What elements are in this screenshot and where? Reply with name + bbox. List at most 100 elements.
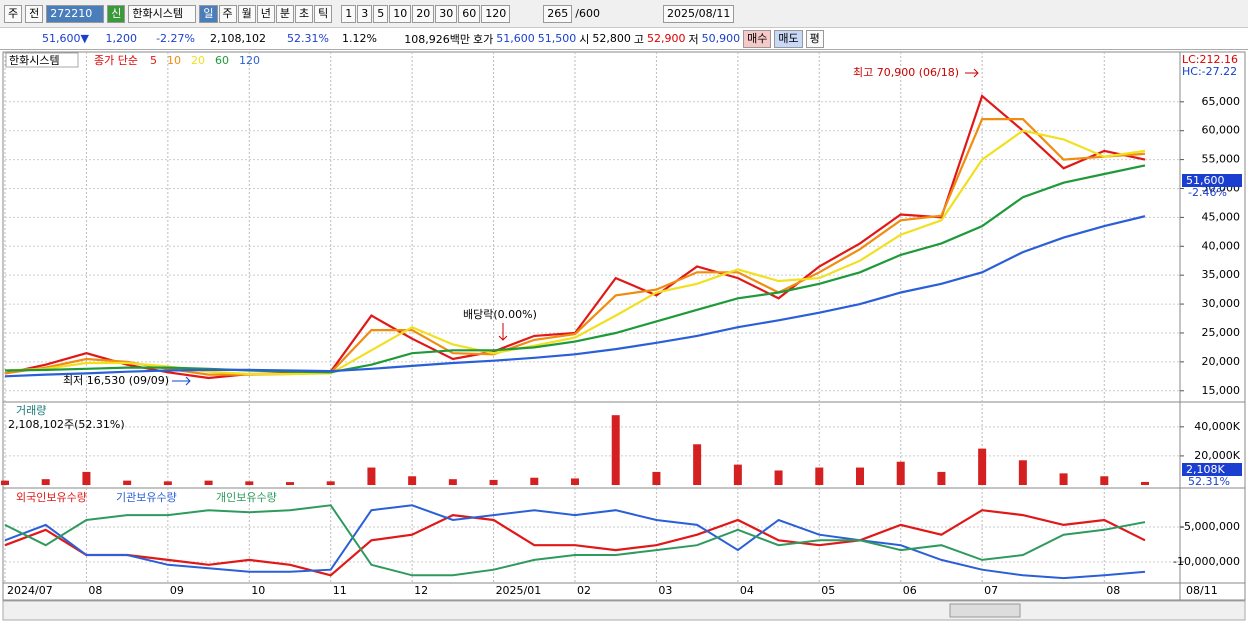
volume: 2,108,102 bbox=[210, 32, 266, 45]
x-tick-label: 08 bbox=[1106, 584, 1120, 597]
volume-bar bbox=[815, 467, 824, 485]
last-volume-box bbox=[1182, 463, 1242, 476]
x-tick-label: 04 bbox=[740, 584, 754, 597]
volume-bar bbox=[1100, 476, 1109, 485]
x-tick-label: 09 bbox=[170, 584, 184, 597]
x-tick-label: 08 bbox=[88, 584, 102, 597]
date-input[interactable]: 2025/08/11 bbox=[662, 4, 735, 23]
volume-bar bbox=[611, 415, 620, 485]
open-label: 시 bbox=[579, 32, 590, 46]
period-button[interactable]: 주 bbox=[4, 4, 23, 23]
volume-bar bbox=[652, 471, 661, 485]
step-button[interactable]: 60 bbox=[458, 4, 481, 23]
amount: 108,926백만 bbox=[404, 32, 470, 46]
chart-title: 한화시스템 bbox=[9, 54, 60, 67]
legend-prefix: 종가 단순 bbox=[94, 54, 138, 67]
step-button[interactable]: 30 bbox=[435, 4, 458, 23]
series-line bbox=[4, 504, 1146, 580]
volume-bar bbox=[978, 448, 987, 485]
step-button[interactable]: 120 bbox=[481, 4, 511, 23]
count[interactable]: 265 bbox=[543, 4, 573, 23]
buy-button[interactable]: 매수 bbox=[743, 29, 772, 48]
annotation: 배당락(0.00%) bbox=[463, 308, 537, 321]
interval-button[interactable]: 년 bbox=[256, 4, 275, 23]
step-button[interactable]: 5 bbox=[373, 4, 389, 23]
interval-button[interactable]: 분 bbox=[275, 4, 294, 23]
interval-button[interactable]: 틱 bbox=[314, 4, 333, 23]
legend-entry: 외국인보유수량 bbox=[16, 491, 87, 504]
y-tick-label: 20,000K bbox=[1194, 449, 1240, 462]
legend-entry: 20 bbox=[191, 54, 205, 67]
volume-bar bbox=[896, 461, 905, 485]
open: 52,800 bbox=[592, 32, 631, 45]
annotation: 최저 16,530 (09/09) bbox=[63, 374, 169, 387]
pane-subtitle: 2,108,102주(52.31%) bbox=[8, 418, 125, 431]
prev-button[interactable]: 전 bbox=[25, 4, 44, 23]
x-tick-label: 12 bbox=[414, 584, 428, 597]
high-label: 고 bbox=[633, 32, 644, 46]
y-tick-label: 55,000 bbox=[1202, 153, 1241, 166]
frame bbox=[2, 51, 1246, 601]
volume-bar bbox=[733, 464, 742, 485]
interval-button[interactable]: 주 bbox=[218, 4, 237, 23]
last-volume: 2,108K bbox=[1186, 463, 1225, 476]
series-line bbox=[4, 509, 1146, 577]
last-price: 51,600 bbox=[1186, 174, 1225, 187]
avg-button[interactable]: 평 bbox=[805, 29, 824, 48]
volume-bar bbox=[123, 480, 132, 485]
last-change: -2.46% bbox=[1188, 186, 1227, 199]
volume-bar bbox=[571, 478, 579, 485]
legend-entry: 60 bbox=[215, 54, 229, 67]
x-tick-label: 07 bbox=[984, 584, 998, 597]
y-tick-label: 30,000 bbox=[1202, 297, 1241, 310]
y-tick-label: 40,000K bbox=[1194, 420, 1240, 433]
scrollbar[interactable] bbox=[2, 600, 1246, 621]
step-button[interactable]: 1 bbox=[341, 4, 357, 23]
volume-bar bbox=[326, 481, 335, 485]
right-label: HC:-27.22 bbox=[1182, 65, 1237, 78]
turnover: 1.12% bbox=[342, 32, 377, 45]
y-tick-label: 20,000 bbox=[1202, 355, 1241, 368]
low-label: 저 bbox=[688, 32, 699, 46]
y-tick-label: 65,000 bbox=[1202, 95, 1241, 108]
y-tick-label: 35,000 bbox=[1202, 268, 1241, 281]
annotation: 최고 70,900 (06/18) bbox=[853, 66, 959, 79]
step-button[interactable]: 20 bbox=[412, 4, 435, 23]
legend-entry: 10 bbox=[167, 54, 181, 67]
x-tick-label: 10 bbox=[251, 584, 265, 597]
x-tick-label: 03 bbox=[658, 584, 672, 597]
scroll-thumb[interactable] bbox=[949, 603, 1021, 618]
step-button[interactable]: 3 bbox=[357, 4, 373, 23]
interval-button[interactable]: 월 bbox=[237, 4, 256, 23]
legend-entry: 5 bbox=[150, 54, 157, 67]
volume-bar bbox=[693, 444, 702, 485]
code-input[interactable]: 272210 bbox=[46, 4, 105, 23]
low: 50,900 bbox=[701, 32, 741, 45]
volume-bar bbox=[448, 479, 457, 485]
last-volume-ratio: 52.31% bbox=[1188, 475, 1230, 488]
volume-bar bbox=[856, 467, 864, 485]
legend-box bbox=[5, 52, 79, 68]
series-line bbox=[4, 164, 1146, 374]
interval-button[interactable]: 초 bbox=[295, 4, 314, 23]
x-end-label: 08/11 bbox=[1186, 584, 1218, 597]
series-line bbox=[4, 215, 1146, 378]
annotation-arrow bbox=[965, 68, 979, 78]
sell-button[interactable]: 매도 bbox=[774, 29, 803, 48]
x-tick-label: 05 bbox=[821, 584, 835, 597]
step-button[interactable]: 10 bbox=[389, 4, 412, 23]
volume-bar bbox=[937, 471, 946, 485]
high: 52,900 bbox=[647, 32, 686, 45]
legend-entry: 개인보유수량 bbox=[216, 491, 277, 504]
bid: 51,500 bbox=[537, 32, 577, 45]
interval-button[interactable]: 일 bbox=[199, 4, 218, 23]
y-tick-label: 45,000 bbox=[1202, 210, 1241, 223]
annotation-arrow bbox=[498, 323, 508, 341]
pane-title: 거래량 bbox=[16, 404, 46, 417]
y-tick-label: 40,000 bbox=[1202, 239, 1241, 252]
series-line bbox=[4, 504, 1146, 577]
badge: 신 bbox=[107, 4, 126, 23]
